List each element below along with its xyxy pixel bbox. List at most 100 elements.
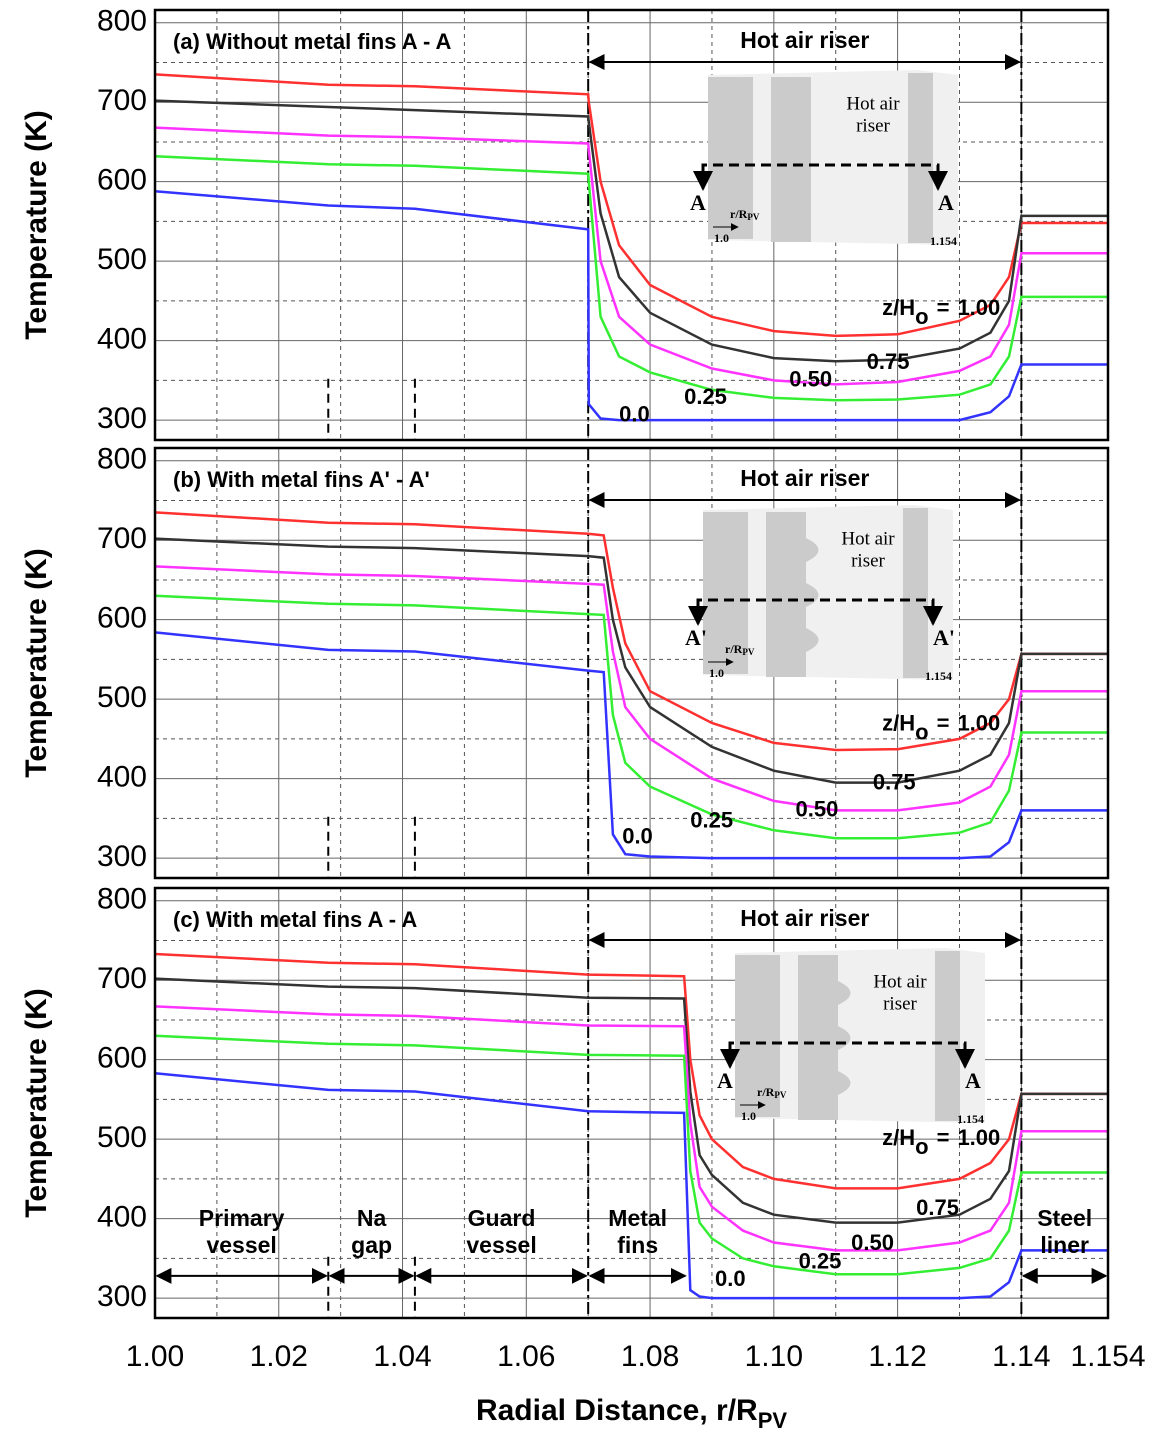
curve-label-eq: =	[937, 295, 950, 320]
y-tick-label: 700	[97, 84, 147, 117]
region-label: vessel	[206, 1232, 276, 1258]
x-tick-label: 1.06	[497, 1340, 555, 1373]
x-tick-label: 1.08	[621, 1340, 679, 1373]
legend-entry: 1.00	[957, 710, 1000, 735]
section-label: A	[717, 1068, 733, 1093]
x-tick-label: 1.04	[373, 1340, 431, 1373]
inset-text: riser	[851, 550, 885, 571]
legend-entry: 1.00	[957, 1125, 1000, 1150]
section-label: A	[938, 190, 954, 215]
inset-end: 1.154	[930, 234, 957, 248]
curve-label: 0.25	[684, 384, 727, 409]
curve-label: 0.50	[789, 366, 832, 391]
curve-label: z/Ho = 1.00	[882, 1125, 1000, 1159]
region-label: Steel	[1037, 1205, 1092, 1231]
x-tick-label: 1.154	[1070, 1340, 1145, 1373]
riser-label: Hot air riser	[740, 27, 869, 53]
inset-band	[908, 73, 933, 243]
inset-band	[771, 77, 811, 242]
region-label: Na	[357, 1205, 387, 1231]
inset-axis-text: r/R	[730, 207, 748, 221]
inset-text: Hot air	[841, 528, 895, 549]
x-axis-label-sub: PV	[758, 1408, 788, 1433]
y-tick-label: 600	[97, 1042, 147, 1075]
y-tick-label: 600	[97, 164, 147, 197]
inset-end: 1.154	[957, 1112, 984, 1126]
y-tick-label: 400	[97, 323, 147, 356]
y-tick-label: 400	[97, 761, 147, 794]
curve-label-sub: o	[915, 304, 928, 329]
legend-entry: 0.50	[789, 366, 832, 391]
page: {"chart_data": [ {"type": "line", "title…	[0, 0, 1165, 1450]
curve-label: 0.75	[867, 349, 910, 374]
legend-entry: 0.25	[684, 384, 727, 409]
legend-entry: 0.0	[619, 401, 650, 426]
region-label: vessel	[466, 1232, 536, 1258]
legend-entry: 0.50	[851, 1230, 894, 1255]
legend-entry: 0.75	[916, 1195, 959, 1220]
region-label: liner	[1040, 1232, 1089, 1258]
series-line	[155, 101, 1108, 362]
inset-text: Hot air	[873, 971, 927, 992]
x-tick-label: 1.02	[250, 1340, 308, 1373]
curve-label-prefix: z/H	[882, 1125, 915, 1150]
curve-label-eq: =	[937, 710, 950, 735]
panel-title: (a) Without metal fins A - A	[173, 29, 452, 54]
legend-entry: 0.25	[799, 1248, 842, 1273]
curve-label-sub: o	[915, 1134, 928, 1159]
region-label: fins	[617, 1232, 658, 1258]
y-axis-label: Temperature (K)	[20, 988, 53, 1217]
section-label: A'	[933, 625, 955, 650]
y-tick-label: 700	[97, 962, 147, 995]
inset-band	[766, 512, 806, 677]
panel-title: (c) With metal fins A - A	[173, 907, 417, 932]
x-tick-label: 1.00	[126, 1340, 184, 1373]
inset-axis-text: r/R	[757, 1085, 775, 1099]
y-tick-label: 500	[97, 681, 147, 714]
inset-end: 1.154	[925, 669, 952, 683]
plot-frame	[155, 448, 1108, 878]
region-label: Guard	[468, 1205, 536, 1231]
chart: 300 400 500 600 700 800 (a) Without metal fins…	[0, 0, 1165, 1450]
curve-label-eq: =	[937, 1125, 950, 1150]
inset-text: riser	[856, 115, 890, 136]
curve-label: 0.50	[851, 1230, 894, 1255]
curve-label: 0.0	[622, 823, 653, 848]
region-label: Metal	[608, 1205, 667, 1231]
inset-band	[935, 951, 960, 1121]
legend-entry: 0.50	[795, 796, 838, 821]
y-tick-label: 500	[97, 1121, 147, 1154]
inset-start: 1.0	[714, 231, 729, 245]
panel-title: (b) With metal fins A' - A'	[173, 467, 430, 492]
inset-band	[903, 508, 928, 678]
legend-entry: 0.75	[867, 349, 910, 374]
inset-text: Hot air	[846, 93, 900, 114]
x-tick-label: 1.12	[868, 1340, 926, 1373]
x-tick-label: 1.10	[745, 1340, 803, 1373]
inset-start: 1.0	[709, 666, 724, 680]
series-line	[155, 539, 1108, 783]
riser-label: Hot air riser	[740, 465, 869, 491]
legend-entry: 0.25	[690, 807, 733, 832]
inset-text: riser	[883, 993, 917, 1014]
section-label: A	[965, 1068, 981, 1093]
y-tick-label: 300	[97, 402, 147, 435]
series-line	[155, 156, 1108, 400]
section-label: A'	[685, 625, 707, 650]
section-label: A	[690, 190, 706, 215]
x-axis-label-text: Radial Distance, r/R	[476, 1394, 758, 1427]
legend-entry: 0.0	[622, 823, 653, 848]
curve-label: 0.0	[715, 1266, 746, 1291]
y-tick-label: 600	[97, 602, 147, 635]
curve-label: 0.25	[690, 807, 733, 832]
x-tick-label: 1.14	[992, 1340, 1050, 1373]
curve-label: 0.75	[873, 769, 916, 794]
region-label: Primary	[199, 1205, 285, 1231]
legend-entry: 0.0	[715, 1266, 746, 1291]
inset-axis-text: r/R	[725, 642, 743, 656]
curve-label: 0.0	[619, 401, 650, 426]
riser-label: Hot air riser	[740, 905, 869, 931]
inset-axis-sub: PV	[774, 1090, 786, 1100]
y-tick-label: 800	[97, 443, 147, 476]
y-tick-label: 700	[97, 522, 147, 555]
